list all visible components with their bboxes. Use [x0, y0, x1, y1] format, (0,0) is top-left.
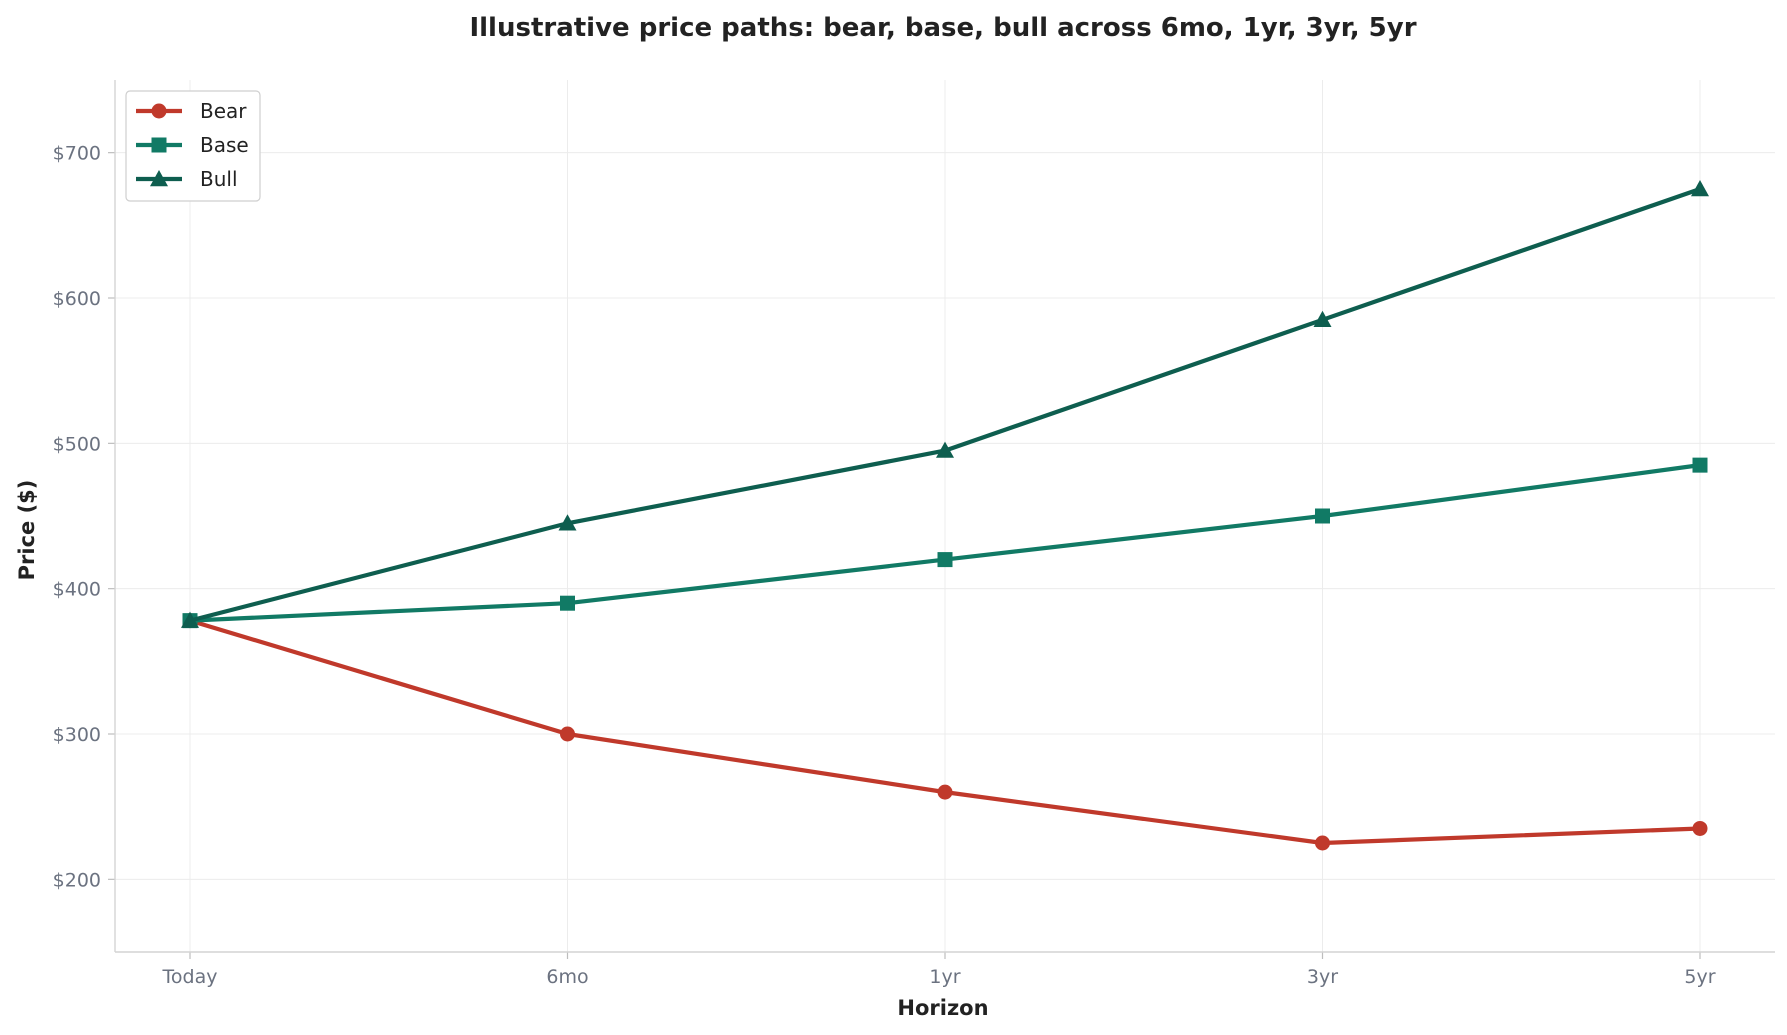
legend-label: Base	[200, 133, 249, 157]
x-tick-label: 3yr	[1307, 966, 1338, 988]
chart-title: Illustrative price paths: bear, base, bu…	[469, 13, 1416, 43]
legend: Bear Base Bull	[125, 90, 261, 202]
bear-data-point	[1692, 820, 1708, 836]
x-tick-label: Today	[162, 966, 218, 988]
legend-item-base: Base	[136, 133, 249, 157]
axes-layer: Today 6mo 1yr 3yr 5yr $200 $300 $400 $500 $600 $70…	[53, 80, 1775, 988]
grid-layer	[115, 80, 1775, 952]
series-layer	[181, 180, 1709, 851]
legend-item-bear: Bear	[136, 99, 247, 123]
y-tick-label: $700	[53, 143, 101, 165]
base-data-point	[1692, 457, 1708, 473]
bear-data-point	[937, 784, 953, 800]
x-tick-label: 1yr	[929, 966, 960, 988]
bull-data-point	[1691, 180, 1709, 197]
bull-data-point	[1313, 310, 1332, 327]
legend-marker	[151, 137, 167, 153]
bull-series	[181, 180, 1709, 628]
bull-data-point	[181, 611, 199, 628]
legend-marker	[151, 103, 167, 119]
x-tick-label: 5yr	[1684, 966, 1715, 988]
base-data-point	[560, 595, 575, 611]
base-series	[182, 457, 1708, 629]
bull-data-point	[558, 514, 577, 531]
bear-data-point	[1315, 835, 1330, 851]
base-data-point	[1315, 508, 1330, 524]
y-tick-label: $300	[53, 724, 101, 746]
y-tick-label: $400	[53, 579, 101, 601]
base-data-point	[937, 552, 953, 568]
y-tick-label: $500	[53, 433, 101, 455]
y-tick-label: $200	[53, 869, 101, 891]
bull-data-point	[936, 441, 954, 458]
legend-label: Bull	[200, 167, 238, 191]
legend-label: Bear	[200, 99, 247, 123]
legend-item-bull: Bull	[136, 167, 238, 191]
y-axis-label: Price ($)	[15, 480, 39, 581]
x-axis-label: Horizon	[897, 996, 988, 1020]
x-tick-label: 6mo	[546, 966, 588, 988]
bear-data-point	[560, 726, 575, 742]
legend-marker	[150, 170, 168, 187]
y-tick-label: $600	[53, 288, 101, 310]
